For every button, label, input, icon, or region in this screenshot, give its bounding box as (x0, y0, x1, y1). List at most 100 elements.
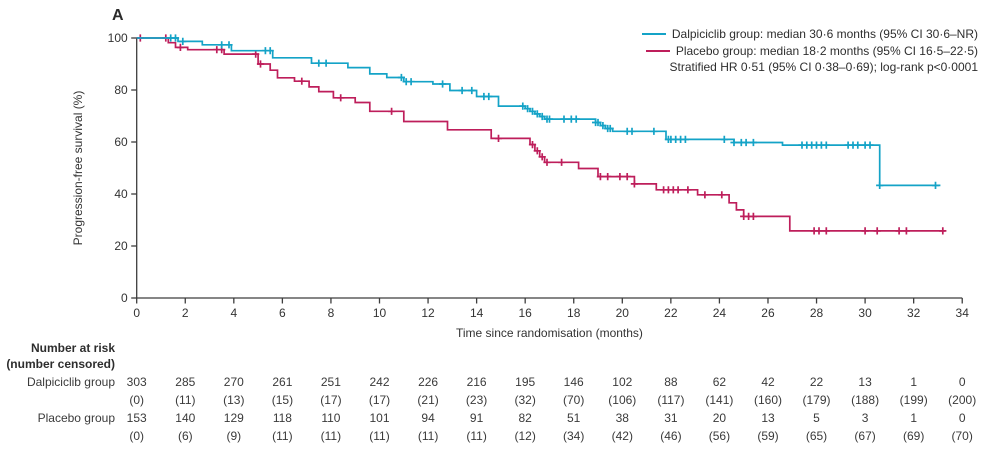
x-tick-label: 0 (133, 306, 140, 320)
at-risk-cell: 38 (615, 411, 629, 425)
censored-cell: (160) (753, 393, 782, 407)
legend-note-hazard-ratio: Stratified HR 0·51 (95% CI 0·38–0·69); l… (642, 59, 979, 76)
at-risk-cell: 82 (518, 411, 532, 425)
x-tick-label: 16 (519, 306, 533, 320)
at-risk-cell: 261 (272, 375, 293, 389)
at-risk-cell: 13 (761, 411, 775, 425)
at-risk-cell: 140 (175, 411, 196, 425)
at-risk-cell: 129 (223, 411, 244, 425)
at-risk-cell: 102 (612, 375, 633, 389)
x-tick-label: 8 (328, 306, 335, 320)
at-risk-cell: 0 (958, 375, 966, 389)
at-risk-cell: 3 (861, 411, 869, 425)
at-risk-cell: 153 (126, 411, 147, 425)
censored-cell: (11) (369, 429, 390, 443)
dalpiciclib-curve (136, 37, 941, 187)
censored-cell: (70) (951, 429, 973, 443)
x-tick-label: 12 (421, 306, 435, 320)
at-risk-cell: 62 (712, 375, 727, 389)
y-tick-label: 40 (114, 187, 128, 201)
censored-cell: (32) (514, 393, 536, 407)
legend-label-placebo: Placebo group: median 18·2 months (95% C… (675, 43, 978, 58)
legend-label-dalpiciclib: Dalpiciclib group: median 30·6 months (9… (671, 27, 978, 41)
x-tick-label: 4 (230, 306, 237, 320)
censored-cell: (179) (802, 393, 831, 407)
at-risk-cell: 101 (369, 411, 390, 425)
y-axis-title: Progression-free survival (%) (71, 91, 85, 246)
censored-cell: (67) (854, 429, 876, 443)
panel-label: A (112, 7, 124, 24)
censored-cell: (17) (320, 393, 342, 407)
censored-cell: (11) (272, 429, 293, 443)
at-risk-cell: 146 (563, 375, 584, 389)
y-tick-label: 20 (114, 239, 128, 253)
at-risk-cell: 118 (272, 411, 292, 425)
dalpiciclib-censor-marks (167, 34, 940, 189)
censored-cell: (0) (129, 393, 145, 407)
legend-note-text: Stratified HR 0·51 (95% CI 0·38–0·69); l… (669, 60, 979, 74)
at-risk-cell: 251 (320, 375, 341, 389)
y-tick-label: 80 (114, 83, 128, 97)
censored-cell: (65) (805, 429, 828, 443)
censored-cell: (11) (175, 393, 196, 407)
at-risk-cell: 303 (126, 375, 147, 389)
censored-cell: (34) (563, 429, 585, 443)
at-risk-cell: 270 (223, 375, 244, 389)
at-risk-cell: 5 (813, 411, 820, 425)
censored-cell: (117) (657, 393, 685, 407)
x-tick-label: 30 (858, 306, 872, 320)
x-tick-label: 20 (616, 306, 630, 320)
x-axis-title: Time since randomisation (months) (456, 326, 643, 340)
censored-cell: (17) (368, 393, 391, 407)
censored-cell: (188) (851, 393, 880, 407)
censored-cell: (13) (223, 393, 245, 407)
risk-row-label-dalpiciclib: Dalpiciclib group (26, 375, 115, 389)
at-risk-cell: 1 (910, 411, 918, 425)
censored-cell: (69) (903, 429, 925, 443)
at-risk-cell: 1 (910, 375, 918, 389)
at-risk-cell: 91 (469, 411, 484, 425)
x-tick-label: 26 (761, 306, 775, 320)
x-tick-label: 6 (279, 306, 286, 320)
at-risk-cell: 31 (664, 411, 678, 425)
x-tick-label: 34 (956, 306, 970, 320)
y-tick-label: 100 (108, 31, 128, 45)
x-tick-label: 22 (664, 306, 678, 320)
at-risk-cell: 88 (664, 375, 678, 389)
censored-cell: (200) (948, 393, 977, 407)
risk-table-header: Number at risk (30, 341, 115, 355)
at-risk-cell: 110 (321, 411, 341, 425)
censored-cell: (0) (129, 429, 145, 443)
at-risk-cell: 20 (712, 411, 727, 425)
at-risk-cell: 13 (858, 375, 872, 389)
censored-cell: (15) (271, 393, 294, 407)
x-tick-label: 18 (567, 306, 581, 320)
censored-cell: (59) (757, 429, 779, 443)
censored-cell: (11) (320, 429, 342, 443)
placebo-line-swatch (645, 49, 670, 52)
censored-cell: (21) (417, 393, 439, 407)
dalpiciclib-line-swatch (641, 33, 666, 36)
at-risk-cell: 195 (515, 375, 536, 389)
at-risk-cell: 42 (761, 375, 775, 389)
risk-row-label-placebo: Placebo group (37, 411, 115, 425)
censored-cell: (6) (177, 429, 193, 443)
legend-item-placebo: Placebo group: median 18·2 months (95% C… (642, 43, 978, 60)
at-risk-cell: 216 (466, 375, 487, 389)
at-risk-cell: 285 (175, 375, 196, 389)
at-risk-cell: 0 (958, 411, 966, 425)
censored-cell: (42) (611, 429, 633, 443)
censored-cell: (199) (899, 393, 928, 407)
x-tick-label: 14 (470, 306, 484, 320)
x-tick-label: 10 (373, 306, 387, 320)
censored-cell: (11) (417, 429, 439, 443)
legend-item-dalpiciclib: Dalpiciclib group: median 30·6 months (9… (641, 26, 978, 43)
censored-cell: (46) (660, 429, 682, 443)
risk-table-subheader: (number censored) (6, 357, 115, 371)
censored-cell: (56) (708, 429, 731, 443)
x-tick-label: 2 (182, 306, 189, 320)
x-tick-label: 32 (907, 306, 921, 320)
censored-cell: (106) (608, 393, 637, 407)
